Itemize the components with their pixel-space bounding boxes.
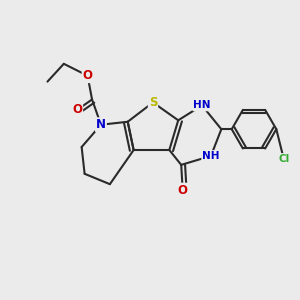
Text: HN: HN — [193, 100, 211, 110]
Text: O: O — [178, 184, 188, 196]
Text: S: S — [149, 96, 157, 109]
Text: Cl: Cl — [278, 154, 290, 164]
Text: O: O — [82, 69, 93, 82]
Text: NH: NH — [202, 151, 220, 161]
Text: O: O — [72, 103, 82, 116]
Text: N: N — [96, 118, 106, 131]
